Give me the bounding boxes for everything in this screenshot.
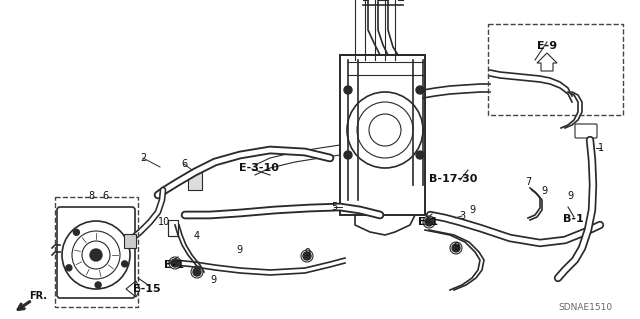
Bar — [340, 55, 425, 215]
Circle shape — [66, 265, 72, 271]
Text: 10: 10 — [158, 217, 170, 227]
Text: FR.: FR. — [29, 291, 47, 301]
Text: SDNAE1510: SDNAE1510 — [558, 302, 612, 311]
Circle shape — [416, 151, 424, 159]
Bar — [55, 197, 138, 307]
Circle shape — [193, 268, 201, 276]
Text: 7: 7 — [525, 177, 531, 187]
Circle shape — [74, 229, 79, 235]
Text: E-15: E-15 — [133, 284, 161, 294]
Bar — [488, 24, 623, 115]
Text: E-1: E-1 — [164, 260, 184, 270]
Text: 9: 9 — [453, 242, 459, 252]
Text: B-17-30: B-17-30 — [429, 174, 477, 184]
Text: 5: 5 — [331, 202, 337, 212]
Text: 4: 4 — [194, 231, 200, 241]
Text: 9: 9 — [541, 186, 547, 196]
Text: E-1: E-1 — [418, 217, 438, 227]
Bar — [188, 172, 202, 190]
Circle shape — [425, 218, 433, 226]
Circle shape — [452, 244, 460, 252]
Text: 2: 2 — [140, 153, 146, 163]
Circle shape — [344, 151, 352, 159]
Text: 6: 6 — [102, 191, 108, 201]
Circle shape — [171, 259, 179, 267]
Circle shape — [416, 86, 424, 94]
Text: 1: 1 — [598, 143, 604, 153]
Circle shape — [344, 86, 352, 94]
Circle shape — [303, 252, 311, 260]
Circle shape — [122, 261, 127, 267]
Text: 6: 6 — [181, 159, 187, 169]
Text: E-3-10: E-3-10 — [239, 163, 279, 173]
Circle shape — [90, 249, 102, 261]
Bar — [168, 220, 178, 236]
Text: 9: 9 — [210, 275, 216, 285]
Text: 9: 9 — [567, 191, 573, 201]
FancyBboxPatch shape — [575, 124, 597, 138]
Text: 9: 9 — [304, 248, 310, 258]
Text: 8: 8 — [88, 191, 94, 201]
Text: 9: 9 — [236, 245, 242, 255]
Text: 9: 9 — [469, 205, 475, 215]
Text: E-9: E-9 — [537, 41, 557, 51]
Text: 3: 3 — [459, 211, 465, 221]
Bar — [124, 234, 136, 248]
FancyBboxPatch shape — [57, 207, 135, 298]
Text: B-1: B-1 — [563, 214, 584, 224]
Circle shape — [95, 282, 101, 288]
